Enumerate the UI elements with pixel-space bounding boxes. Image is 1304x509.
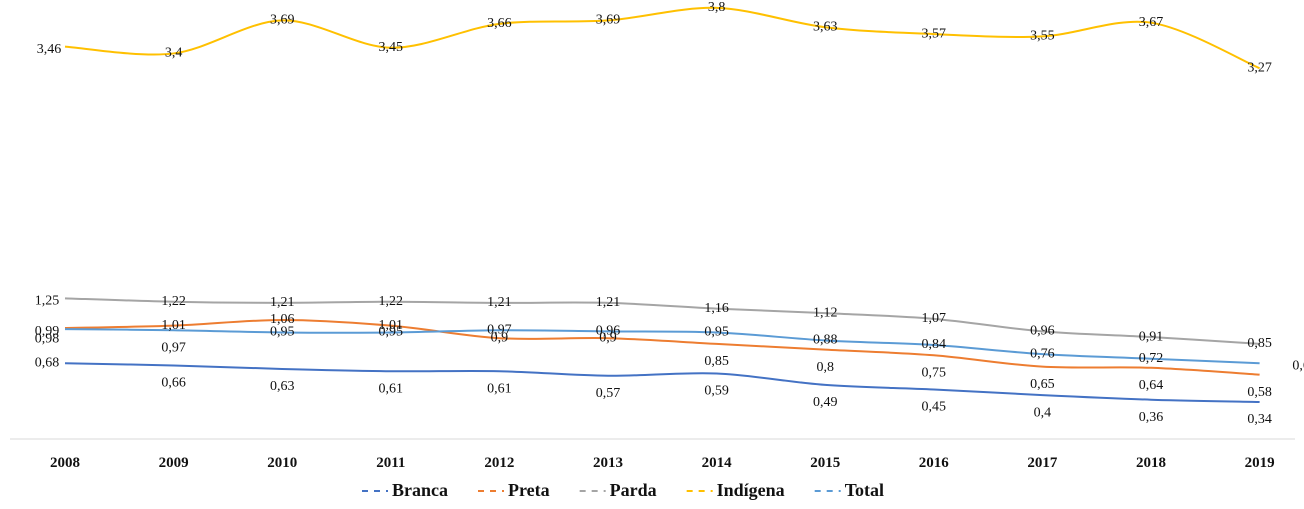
data-label: 3,66 — [487, 16, 512, 31]
legend-label: Parda — [610, 480, 657, 500]
data-label: 0,57 — [596, 386, 621, 401]
data-label: 0,95 — [704, 325, 729, 340]
x-tick-label: 2019 — [1245, 455, 1275, 471]
legend-item: Branca — [362, 480, 448, 500]
data-label: 1,25 — [35, 294, 60, 309]
data-label: 3,45 — [379, 40, 404, 55]
data-label: 3,57 — [922, 26, 947, 41]
data-label: 0,4 — [1034, 405, 1052, 420]
legend-item: Preta — [478, 480, 550, 500]
data-label: 1,21 — [487, 295, 512, 310]
series-layer — [64, 6, 1260, 403]
legend-item: Indígena — [686, 480, 785, 500]
data-label: 1,06 — [270, 312, 295, 327]
series-line-total — [64, 328, 1260, 365]
x-tick-label: 2010 — [267, 455, 297, 471]
data-label: 0,96 — [596, 324, 621, 339]
legend-label: Preta — [508, 480, 550, 500]
data-label: 0,64 — [1139, 378, 1164, 393]
data-label: 0,76 — [1030, 346, 1055, 361]
legend-label: Branca — [392, 480, 448, 500]
data-label: 0,97 — [487, 322, 512, 337]
data-label: 0,75 — [922, 365, 947, 380]
data-label: 3,63 — [813, 19, 838, 34]
data-label: 3,69 — [596, 13, 621, 28]
data-labels: 0,68 0,66 0,63 0,61 0,61 0,57 0,59 0,49 0,45 0,4 0… — [35, 0, 1304, 427]
x-tick-label: 2016 — [919, 455, 950, 471]
data-label: 0,59 — [704, 384, 729, 399]
data-label: 3,69 — [270, 13, 295, 28]
series-line-branca — [64, 362, 1260, 403]
data-label: 0,85 — [1247, 336, 1272, 351]
data-label: 0,58 — [1247, 385, 1272, 400]
data-label: 3,8 — [708, 0, 726, 15]
data-label: 0,84 — [922, 337, 947, 352]
x-tick-label: 2011 — [376, 455, 405, 471]
series-line-preta — [64, 318, 1260, 376]
x-axis-ticks: 2008 2009 2010 2011 2012 2013 2014 2015 2016 2017… — [50, 455, 1275, 471]
data-label: 0,91 — [1139, 329, 1164, 344]
data-label: 0,61 — [487, 381, 512, 396]
data-label: 0,85 — [704, 354, 729, 369]
x-tick-label: 2009 — [159, 455, 189, 471]
x-tick-label: 2014 — [702, 455, 733, 471]
legend-item: Total — [814, 480, 884, 500]
data-label: 0,65 — [1030, 377, 1055, 392]
data-label: 0,49 — [813, 395, 838, 410]
data-label: 1,07 — [922, 311, 947, 326]
data-label: 0,63 — [270, 379, 295, 394]
data-label: 0,96 — [1030, 324, 1055, 339]
data-label: 0,61 — [379, 381, 404, 396]
x-tick-label: 2017 — [1027, 455, 1058, 471]
series-line-parda — [64, 297, 1260, 345]
data-label: 0,95 — [379, 325, 404, 340]
data-label: 1,22 — [379, 294, 404, 309]
x-tick-label: 2015 — [810, 455, 840, 471]
data-label: 3,27 — [1247, 60, 1272, 75]
data-label: 1,12 — [813, 305, 838, 320]
data-label: 3,55 — [1030, 29, 1055, 44]
legend: Branca Preta Parda Indígena Total — [362, 480, 884, 500]
legend-item: Parda — [579, 480, 657, 500]
data-label: 3,67 — [1139, 15, 1164, 30]
data-label: 0,68 — [1292, 358, 1304, 373]
data-label: 0,34 — [1247, 412, 1272, 427]
data-label: 0,72 — [1139, 351, 1164, 366]
x-tick-label: 2012 — [484, 455, 514, 471]
x-tick-label: 2008 — [50, 455, 80, 471]
data-label: 1,22 — [161, 294, 186, 309]
data-label: 0,45 — [922, 400, 947, 415]
data-label: 0,97 — [161, 340, 186, 355]
legend-label: Total — [845, 480, 884, 500]
data-label: 3,4 — [165, 46, 183, 61]
x-tick-label: 2018 — [1136, 455, 1166, 471]
data-label: 0,95 — [270, 325, 295, 340]
series-line-indgena — [64, 6, 1260, 70]
data-label: 3,46 — [37, 42, 62, 57]
data-label: 0,66 — [161, 376, 186, 391]
data-label: 1,16 — [704, 301, 729, 316]
data-label: 0,8 — [816, 360, 834, 375]
data-label: 1,01 — [379, 318, 404, 333]
data-label: 0,68 — [35, 355, 60, 370]
data-label: 0,9 — [599, 330, 617, 345]
data-label: 1,21 — [270, 295, 295, 310]
data-label: 1,21 — [596, 295, 621, 310]
data-label: 0,36 — [1139, 410, 1164, 425]
data-label: 1,01 — [161, 318, 186, 333]
data-label: 0,98 — [35, 331, 60, 346]
data-label: 0,99 — [35, 324, 60, 339]
data-label: 0,9 — [491, 330, 509, 345]
legend-label: Indígena — [717, 480, 785, 500]
x-tick-label: 2013 — [593, 455, 623, 471]
data-label: 0,88 — [813, 333, 838, 348]
